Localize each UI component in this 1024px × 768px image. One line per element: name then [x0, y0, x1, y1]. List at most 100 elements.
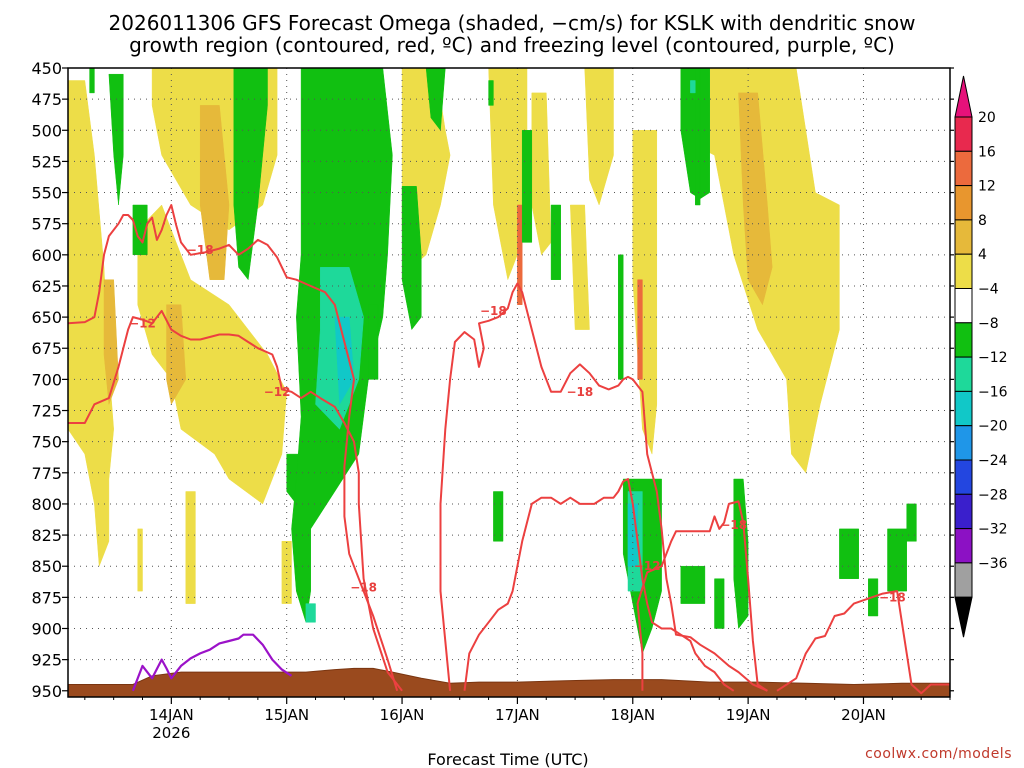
omega-region-weak-pos — [137, 204, 287, 505]
y-tick-label: 475 — [31, 90, 62, 109]
omega-region-weak-neg — [401, 186, 422, 331]
terrain — [68, 667, 950, 697]
x-tick-label: 16JAN — [380, 706, 425, 724]
chart-title-line-1: 2026011306 GFS Forecast Omega (shaded, −… — [109, 11, 916, 35]
colorbar-swatch — [954, 116, 973, 152]
omega-region-weak-neg — [839, 528, 859, 579]
colorbar-label: −28 — [978, 487, 1008, 503]
y-tick-label: 850 — [31, 557, 62, 576]
dgz-contour-label: −18 — [480, 304, 507, 318]
y-tick-label: 450 — [31, 59, 62, 78]
colorbar-swatch — [954, 150, 973, 187]
omega-region-weak-pos — [68, 80, 114, 567]
dgz-contour-line — [463, 478, 735, 692]
omega-region-weak-pos — [531, 92, 552, 256]
omega-region-weak-pos — [137, 528, 143, 592]
omega-region-weak-neg — [906, 503, 917, 542]
colorbar-label: −32 — [978, 522, 1008, 538]
omega-region-mod-neg — [305, 603, 316, 623]
y-tick-label: 625 — [31, 277, 62, 296]
omega-region-weak-pos — [709, 68, 840, 474]
freezing-level-line — [131, 633, 293, 692]
x-tick-label: 20JAN — [841, 706, 886, 724]
y-tick-label: 500 — [31, 121, 62, 140]
omega-shading — [68, 68, 917, 655]
omega-region-weak-pos — [632, 130, 658, 455]
freezing-level-contour — [131, 633, 293, 692]
colorbar-bottom-arrow — [954, 596, 973, 638]
omega-region-weak-neg — [733, 478, 749, 630]
colorbar-swatch — [954, 185, 973, 221]
contour-labels: −18 −12 −12 −18 −18 −18 −12 −18 −18 — [129, 243, 906, 605]
omega-region-mod-pos — [103, 279, 119, 405]
terrain-fill — [68, 667, 950, 697]
colorbar-label: 20 — [978, 110, 996, 126]
colorbar-swatch — [954, 459, 973, 495]
omega-region-weak-pos — [570, 204, 590, 330]
colorbar-label: 8 — [978, 213, 987, 229]
colorbar-swatch — [954, 322, 973, 358]
x-tick-label: 17JAN — [495, 706, 540, 724]
omega-region-mod-pos — [199, 105, 230, 280]
colorbar-label: 12 — [978, 179, 996, 195]
y-tick-label: 750 — [31, 433, 62, 452]
colorbar-swatch — [954, 356, 973, 392]
omega-region-weak-pos — [185, 491, 196, 604]
dgz-contour-line — [636, 500, 768, 692]
y-tick-label: 950 — [31, 682, 62, 701]
plot-frame — [67, 67, 951, 698]
colorbar-label: −4 — [978, 282, 999, 298]
omega-region-weak-pos — [584, 68, 614, 206]
dgz-contour-label: −18 — [187, 243, 214, 257]
colorbar-label: −8 — [978, 316, 999, 332]
dgz-contour-label: −12 — [129, 316, 156, 330]
omega-region-mod-neg — [690, 80, 696, 94]
y-tick-label: 575 — [31, 215, 62, 234]
colorbar-label: −16 — [978, 384, 1008, 400]
omega-region-weak-neg — [132, 204, 148, 256]
y-tick-label: 650 — [31, 308, 62, 327]
omega-region-weak-neg — [488, 80, 494, 106]
y-tick-label: 550 — [31, 184, 62, 203]
y-tick-label: 825 — [31, 526, 62, 545]
x-tick-sublabel: 2026 — [152, 724, 190, 742]
colorbar-swatch — [954, 219, 973, 255]
omega-region-strong-pos — [637, 279, 643, 380]
colorbar-label: 4 — [978, 247, 987, 263]
colorbar-swatch — [954, 390, 973, 427]
colorbar-label: 16 — [978, 144, 996, 160]
colorbar: 20 16 12 8 4 −4 −8 −12 −16 −20 −24 −28 −32 −36 — [954, 75, 1008, 638]
omega-region-weak-neg — [368, 304, 379, 380]
colorbar-label: −20 — [978, 419, 1008, 435]
y-tick-label: 700 — [31, 370, 62, 389]
y-tick-label: 675 — [31, 339, 62, 358]
colorbar-top-arrow — [954, 75, 973, 118]
y-tick-label: 775 — [31, 464, 62, 483]
colorbar-swatch — [954, 562, 973, 598]
colorbar-swatch — [954, 425, 973, 461]
dgz-contour-line — [776, 590, 950, 695]
omega-region-weak-neg — [695, 68, 701, 206]
colorbar-swatch — [954, 528, 973, 564]
dgz-contour-line — [439, 282, 768, 692]
x-tick-label: 15JAN — [264, 706, 309, 724]
omega-region-weak-neg — [493, 491, 504, 542]
dgz-contour-label: −12 — [264, 385, 291, 399]
dendritic-growth-contours — [68, 204, 950, 695]
dgz-contour-line — [68, 204, 399, 692]
y-tick-label: 800 — [31, 495, 62, 514]
dgz-contour-label: −18 — [567, 385, 594, 399]
y-tick-label: 925 — [31, 651, 62, 670]
chart-title-line-2: growth region (contoured, red, ºC) and f… — [129, 33, 895, 57]
omega-region-weak-neg — [887, 528, 907, 592]
dgz-contour-label: −18 — [720, 518, 747, 532]
omega-region-weak-neg — [714, 578, 725, 629]
y-axis: 450 475 500 525 550 575 600 625 650 675 700 725 750 7… — [31, 59, 954, 701]
omega-region-weak-neg — [89, 68, 95, 94]
omega-region-strong-pos — [517, 204, 523, 305]
y-tick-label: 725 — [31, 402, 62, 421]
dgz-contour-label: −12 — [634, 559, 661, 573]
omega-region-mod-pos — [738, 92, 773, 306]
credit-text: coolwx.com/models — [865, 746, 1012, 762]
